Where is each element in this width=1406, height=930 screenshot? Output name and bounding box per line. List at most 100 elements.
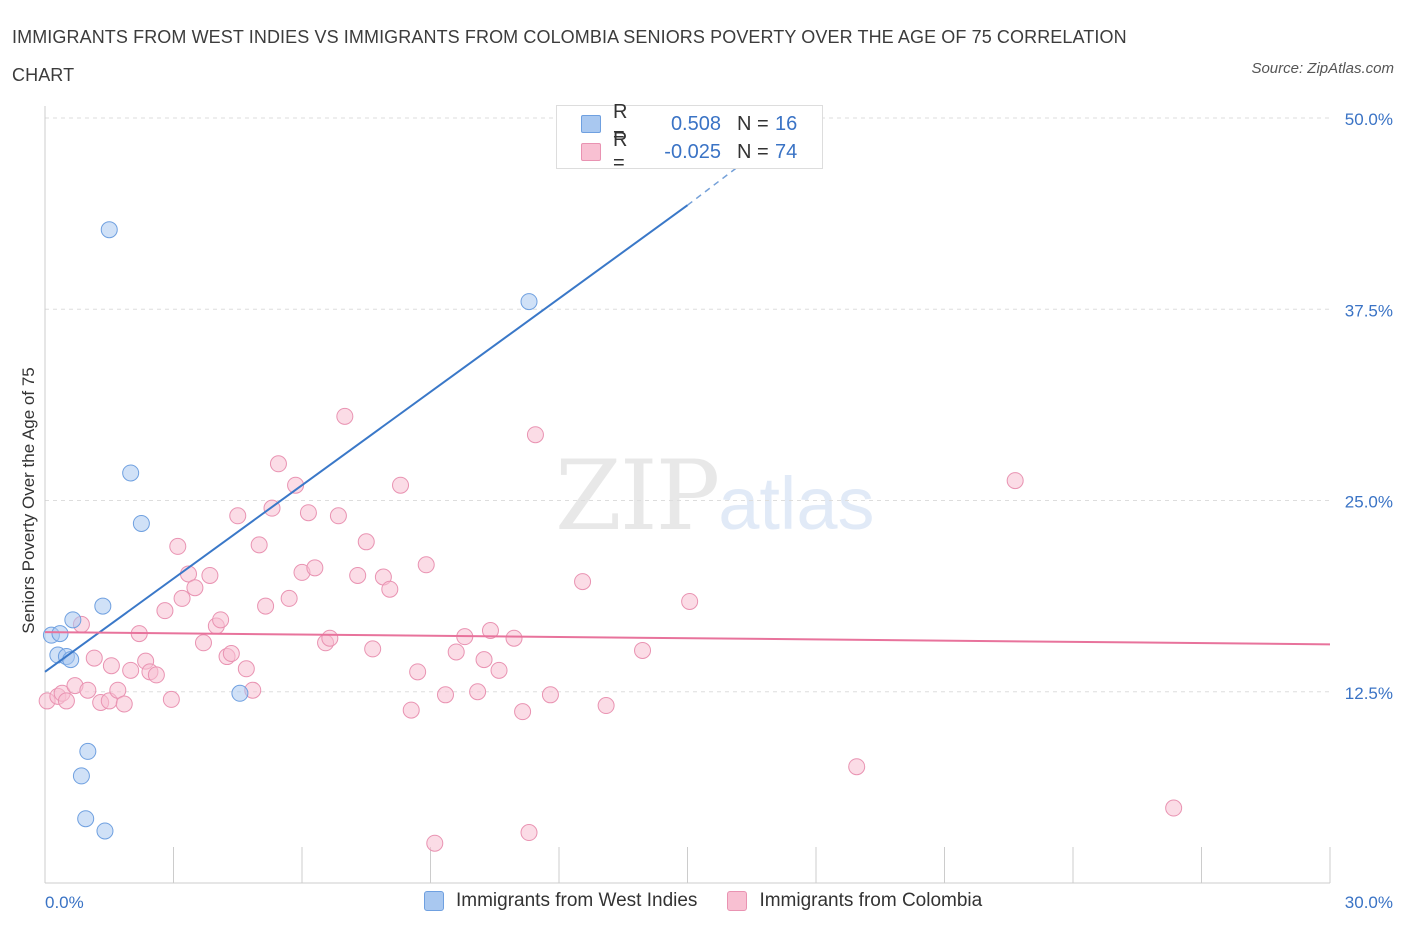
data-point-colombia: [409, 663, 427, 681]
data-point-colombia: [186, 579, 204, 597]
label-layer: 12.5% 25.0% 37.5% 50.0% 0.0% 30.0% Seniors Pov…: [19, 110, 1393, 912]
data-point-colombia: [597, 697, 615, 715]
legend-r-value: -0.025: [664, 140, 721, 163]
legend-label-west-indies: Immigrants from West Indies: [456, 890, 698, 911]
data-point-colombia: [85, 649, 103, 667]
data-point-colombia: [162, 690, 180, 708]
data-point-colombia: [229, 507, 247, 525]
x-tick-label: 0.0%: [45, 893, 84, 912]
data-point-colombia: [156, 602, 174, 620]
data-point-colombia: [1006, 472, 1024, 490]
data-point-colombia: [381, 580, 399, 598]
watermark-zip: ZIP: [555, 440, 720, 552]
data-point-colombia: [201, 566, 219, 584]
data-point-west-indies: [72, 767, 90, 785]
data-point-colombia: [681, 592, 699, 610]
data-point-west-indies: [520, 293, 538, 311]
watermark: ZIPatlas: [555, 440, 875, 552]
points-layer: [38, 221, 1183, 852]
legend-swatch-colombia: [727, 891, 748, 911]
correlation-legend: R = 0.508 N = 16 R = -0.025 N = 74: [556, 101, 823, 174]
data-point-colombia: [848, 758, 866, 776]
data-point-colombia: [526, 426, 544, 444]
trend-line-colombia: [44, 631, 1331, 646]
data-point-colombia: [173, 589, 191, 607]
data-point-west-indies: [100, 221, 118, 239]
legend-swatch-colombia: [581, 143, 601, 161]
data-point-colombia: [1165, 799, 1183, 817]
axis-layer: [44, 106, 1331, 884]
data-point-colombia: [122, 661, 140, 679]
data-point-west-indies: [132, 514, 150, 532]
y-tick-label: 50.0%: [1345, 110, 1393, 129]
data-point-colombia: [481, 622, 499, 640]
watermark-atlas: atlas: [718, 462, 875, 545]
data-point-colombia: [490, 661, 508, 679]
data-point-colombia: [237, 660, 255, 678]
data-point-colombia: [102, 657, 120, 675]
data-point-colombia: [514, 703, 532, 721]
data-point-west-indies: [64, 611, 82, 629]
data-point-colombia: [574, 573, 592, 591]
data-point-colombia: [520, 824, 538, 842]
legend-n-value: 74: [775, 140, 798, 163]
data-point-colombia: [299, 504, 317, 522]
data-point-colombia: [402, 701, 420, 719]
data-point-colombia: [634, 641, 652, 659]
data-point-colombia: [336, 407, 354, 425]
legend-swatch-west-indies: [581, 115, 601, 133]
data-point-colombia: [321, 629, 339, 647]
data-point-colombia: [169, 537, 187, 555]
data-point-colombia: [57, 692, 75, 710]
data-point-colombia: [280, 589, 298, 607]
data-point-colombia: [212, 611, 230, 629]
data-point-west-indies: [77, 810, 95, 828]
data-point-colombia: [447, 643, 465, 661]
trend-line-west-indies: [44, 204, 689, 673]
y-tick-label: 37.5%: [1345, 301, 1393, 320]
legend-row-colombia: R = -0.025 N = 74: [581, 129, 798, 174]
data-point-west-indies: [94, 597, 112, 615]
data-point-colombia: [475, 651, 493, 669]
y-axis-label: Seniors Poverty Over the Age of 75: [19, 367, 38, 633]
data-point-colombia: [109, 681, 127, 699]
data-point-colombia: [505, 629, 523, 647]
legend-r-label: R =: [613, 129, 628, 174]
legend-r-label: R =: [613, 101, 628, 146]
legend-n-label: N =: [737, 112, 769, 135]
y-tick-label: 25.0%: [1345, 493, 1393, 512]
y-tick-label: 12.5%: [1345, 684, 1393, 703]
data-point-colombia: [194, 634, 212, 652]
data-point-colombia: [436, 686, 454, 704]
data-point-colombia: [349, 566, 367, 584]
data-point-west-indies: [96, 822, 114, 840]
data-point-colombia: [257, 597, 275, 615]
chart-title: IMMIGRANTS FROM WEST INDIES VS IMMIGRANT…: [12, 27, 1127, 85]
data-point-colombia: [79, 681, 97, 699]
data-point-colombia: [147, 666, 165, 684]
data-point-colombia: [469, 683, 487, 701]
data-point-colombia: [269, 455, 287, 473]
data-point-colombia: [250, 536, 268, 554]
legend-row-west-indies: R = 0.508 N = 16: [581, 101, 798, 146]
x-tick-label: 30.0%: [1345, 893, 1393, 912]
legend-item-colombia: Immigrants from Colombia: [727, 890, 982, 912]
data-point-west-indies: [51, 625, 69, 643]
data-point-colombia: [306, 559, 324, 577]
series-legend: Immigrants from West Indies Immigrants f…: [424, 890, 1012, 912]
data-point-colombia: [426, 834, 444, 852]
legend-label-colombia: Immigrants from Colombia: [759, 890, 983, 911]
legend-n-label: N =: [737, 140, 769, 163]
data-point-colombia: [392, 476, 410, 494]
legend-n-value: 16: [775, 112, 798, 135]
legend-swatch-west-indies: [424, 891, 444, 911]
legend-r-value: 0.508: [670, 112, 721, 135]
data-point-colombia: [115, 695, 133, 713]
legend-item-west-indies: Immigrants from West Indies: [424, 890, 697, 912]
data-point-west-indies: [122, 464, 140, 482]
data-point-west-indies: [231, 684, 249, 702]
source-label: Source: ZipAtlas.com: [1251, 60, 1394, 77]
data-point-colombia: [417, 556, 435, 574]
data-point-colombia: [357, 533, 375, 551]
